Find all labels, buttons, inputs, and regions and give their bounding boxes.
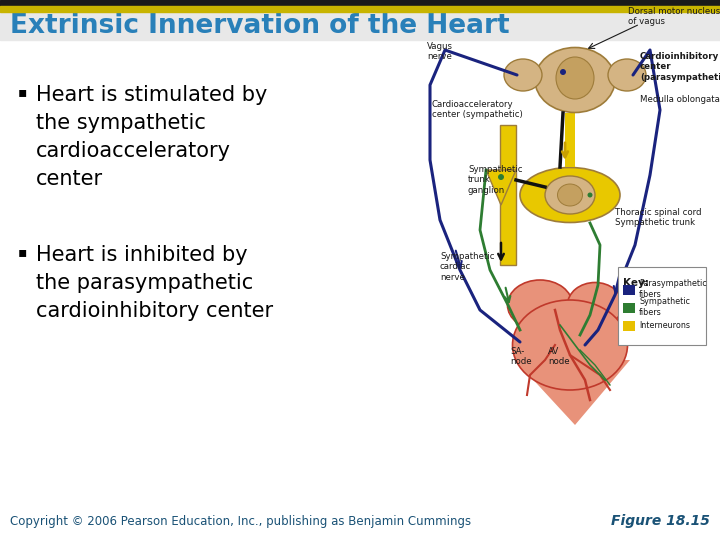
Text: Sympathetic
trunk
ganglion: Sympathetic trunk ganglion <box>468 165 523 195</box>
Ellipse shape <box>557 184 582 206</box>
Bar <box>0 12 720 40</box>
Ellipse shape <box>560 69 566 75</box>
Text: SA-
node: SA- node <box>510 347 531 367</box>
Ellipse shape <box>556 57 594 99</box>
Bar <box>565 113 575 167</box>
Text: Dorsal motor nucleus
of vagus: Dorsal motor nucleus of vagus <box>628 7 720 26</box>
Ellipse shape <box>498 174 504 180</box>
Bar <box>623 285 635 295</box>
Bar <box>500 125 516 265</box>
Ellipse shape <box>545 176 595 214</box>
Text: AV
node: AV node <box>548 347 570 367</box>
Text: Extrinsic Innervation of the Heart: Extrinsic Innervation of the Heart <box>10 13 510 39</box>
Ellipse shape <box>513 300 628 390</box>
Bar <box>618 267 706 345</box>
Bar <box>623 321 635 331</box>
Polygon shape <box>486 170 516 205</box>
Text: Cardioacceleratory
center (sympathetic): Cardioacceleratory center (sympathetic) <box>432 100 523 119</box>
Polygon shape <box>515 360 630 425</box>
Text: Key:: Key: <box>623 278 649 288</box>
Text: Sympathetic
cardiac
nerve: Sympathetic cardiac nerve <box>440 252 495 282</box>
Text: Cardioinhibitory
center
(parasympathetic): Cardioinhibitory center (parasympathetic… <box>640 52 720 82</box>
Text: Copyright © 2006 Pearson Education, Inc., publishing as Benjamin Cummings: Copyright © 2006 Pearson Education, Inc.… <box>10 515 471 528</box>
Text: Parasympathetic
fibers: Parasympathetic fibers <box>639 279 707 299</box>
Text: Sympathetic
fibers: Sympathetic fibers <box>639 298 690 316</box>
Text: Medulla oblongata: Medulla oblongata <box>640 95 720 104</box>
Text: Thoracic spinal cord
Sympathetic trunk: Thoracic spinal cord Sympathetic trunk <box>615 208 701 227</box>
Text: Heart is inhibited by
the parasympathetic
cardioinhibitory center: Heart is inhibited by the parasympatheti… <box>36 245 273 321</box>
Ellipse shape <box>608 59 646 91</box>
Bar <box>623 303 635 313</box>
Ellipse shape <box>588 192 593 198</box>
Text: Interneurons: Interneurons <box>639 321 690 329</box>
Ellipse shape <box>535 48 615 112</box>
Ellipse shape <box>520 167 620 222</box>
Bar <box>0 6 720 12</box>
Text: ▪: ▪ <box>18 85 27 99</box>
Text: Figure 18.15: Figure 18.15 <box>611 514 710 528</box>
Text: Heart is stimulated by
the sympathetic
cardioacceleratory
center: Heart is stimulated by the sympathetic c… <box>36 85 267 189</box>
Ellipse shape <box>508 280 572 330</box>
Text: ▪: ▪ <box>18 245 27 259</box>
Ellipse shape <box>504 59 542 91</box>
Ellipse shape <box>567 282 623 327</box>
Bar <box>0 0 720 6</box>
Text: Vagus
nerve: Vagus nerve <box>427 42 453 62</box>
